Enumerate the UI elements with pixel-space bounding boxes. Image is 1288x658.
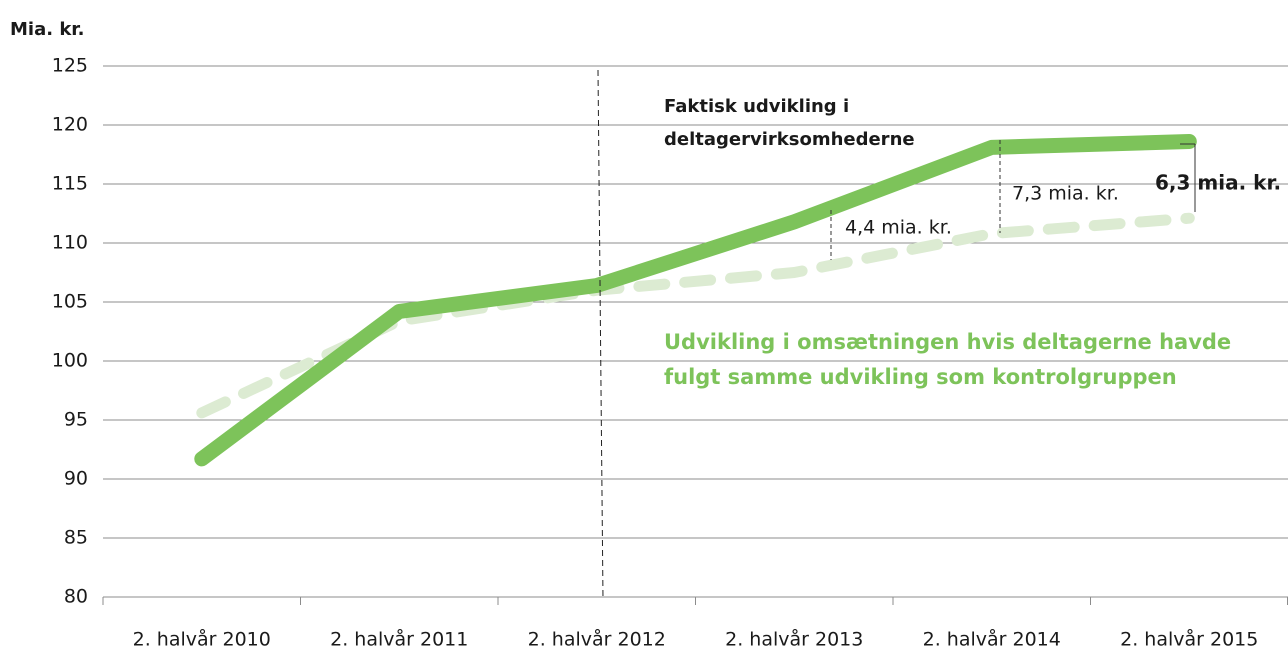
plot: 80 85 90 95 100 105 110 115 120 125 2. halvår 2010… (52, 55, 1288, 651)
legend-label: fulgt samme udvikling som kontrolgruppen (664, 365, 1177, 389)
y-tick-label: 105 (52, 291, 88, 313)
y-tick-label: 110 (52, 232, 88, 254)
y-tick-label: 90 (64, 468, 88, 490)
legend-label: Faktisk udvikling i (664, 96, 849, 117)
y-tick-label: 85 (64, 527, 88, 549)
x-tick-label: 2. halvår 2011 (330, 628, 468, 651)
y-tick-label: 125 (52, 55, 88, 77)
legend-label: deltagervirksomhederne (664, 129, 915, 150)
y-tick-label: 115 (52, 173, 88, 195)
y-tick-label: 120 (52, 114, 88, 136)
annotation: 6,3 mia. kr. (1155, 171, 1281, 195)
y-tick-label: 80 (64, 586, 88, 608)
x-tick-label: 2. halvår 2010 (133, 628, 271, 651)
x-tick-label: 2. halvår 2013 (725, 628, 863, 651)
x-tick-label: 2. halvår 2012 (528, 628, 666, 651)
x-tick-label: 2. halvår 2015 (1120, 628, 1258, 651)
period-divider (597, 69, 604, 601)
y-tick-label: 100 (52, 350, 88, 372)
annotation: 7,3 mia. kr. (1012, 183, 1119, 205)
legend-label: Udvikling i omsætningen hvis deltagerne … (664, 330, 1231, 354)
series-line (194, 134, 1197, 467)
x-tick-label: 2. halvår 2014 (923, 628, 1061, 651)
y-tick-label: 95 (64, 409, 88, 431)
y-axis-label: Mia. kr. (10, 19, 84, 40)
difference-brackets (830, 140, 1196, 260)
annotation: 4,4 mia. kr. (845, 217, 952, 239)
